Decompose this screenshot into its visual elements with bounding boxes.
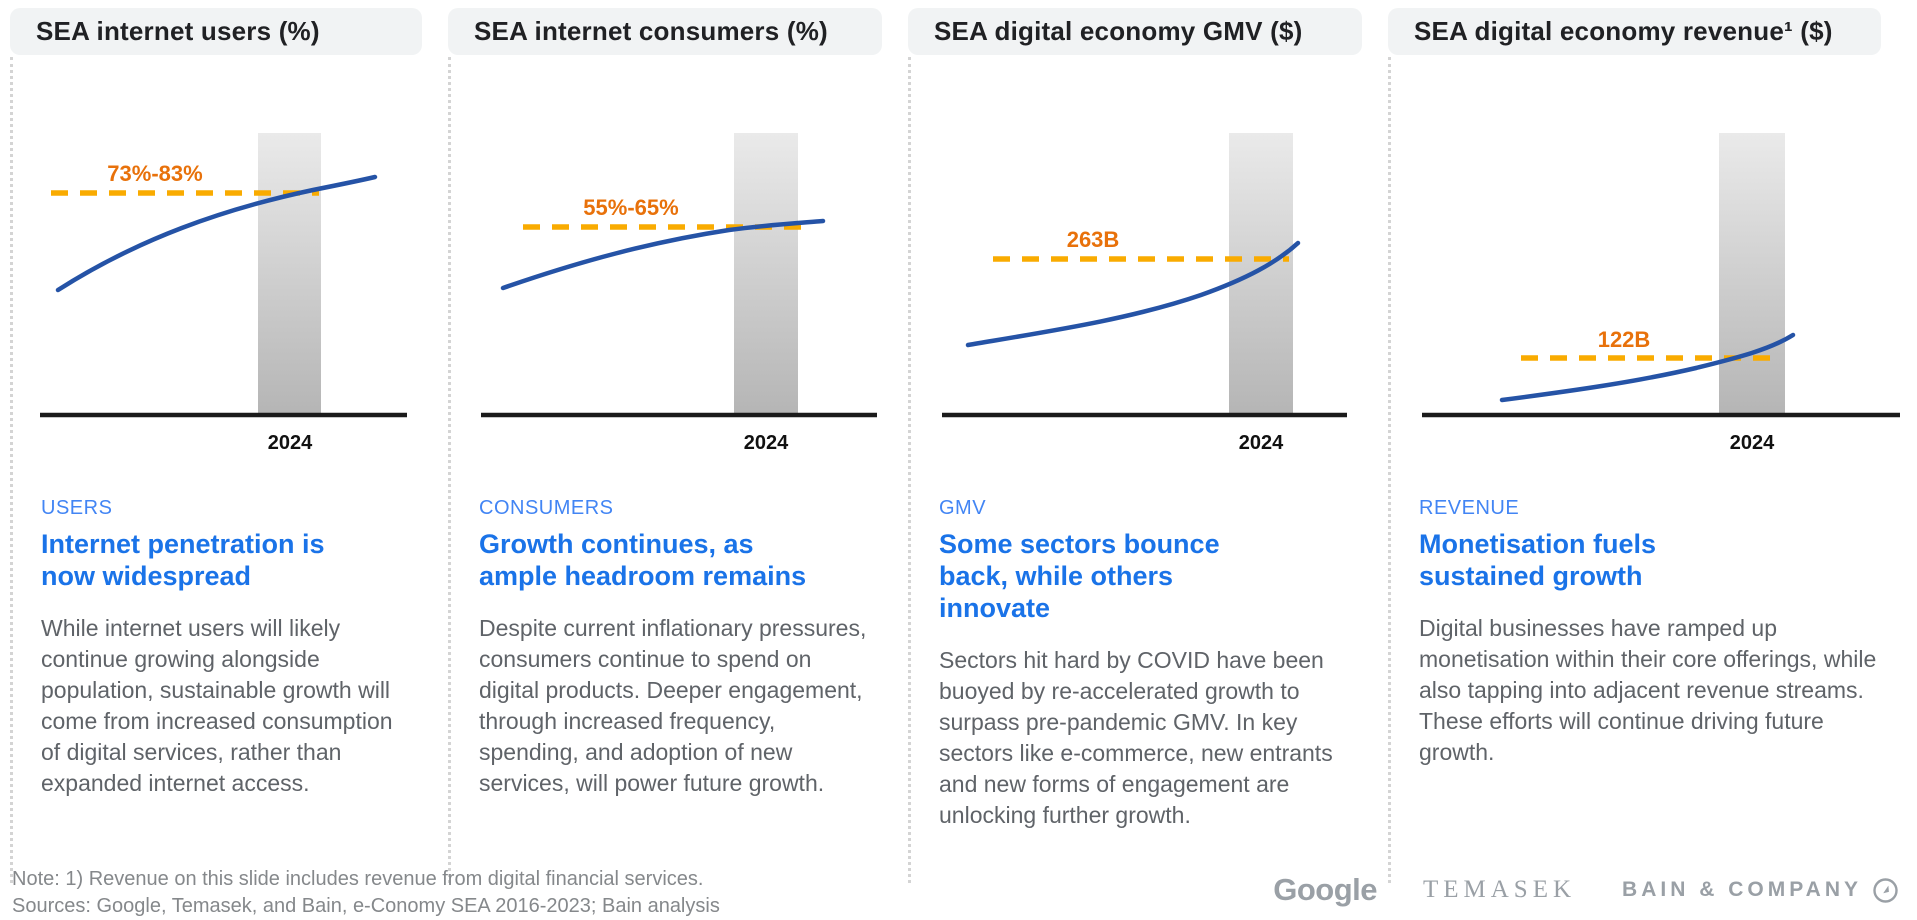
x-axis-year-label: 2024 (1239, 432, 1284, 454)
x-axis-year-label: 2024 (744, 432, 789, 454)
trend-chart-gmv: 263B 2024 (942, 133, 1347, 454)
year-highlight-bar (1229, 133, 1293, 415)
bain-compass-icon (1873, 877, 1898, 903)
trend-curve (500, 218, 826, 291)
x-axis-year-label: 2024 (1730, 432, 1775, 454)
panel-headline: Some sectors bounce back, while others i… (939, 529, 1220, 623)
panel-headline: Internet penetration is now widespread (41, 529, 325, 591)
panel-body-text: Despite current inflationary pressures, … (479, 615, 867, 796)
panel-title-users: SEA internet users (%) (10, 8, 422, 55)
panel-body-text: Sectors hit hard by COVID have been buoy… (939, 647, 1333, 828)
panel-body-text: Digital businesses have ramped up moneti… (1419, 615, 1877, 765)
google-logo: Google (1273, 872, 1377, 907)
trend-curve (1499, 332, 1796, 403)
panel-title-revenue: SEA digital economy revenue¹ ($) (1388, 8, 1881, 55)
eyebrow-label: REVENUE (1419, 497, 1520, 519)
panel-revenue: SEA digital economy revenue¹ ($) 122B 202… (1388, 8, 1907, 883)
target-annotation: 122B (1598, 327, 1651, 352)
target-annotation: 73%-83% (107, 161, 202, 186)
year-highlight-bar (734, 133, 798, 415)
eyebrow-label: CONSUMERS (479, 497, 614, 519)
panel-title-gmv: SEA digital economy GMV ($) (908, 8, 1362, 55)
eyebrow-label: USERS (41, 497, 113, 519)
x-axis-year-label: 2024 (268, 432, 313, 454)
trend-chart-consumers: 55%-65% 2024 (481, 133, 877, 454)
panel-headline: Growth continues, as ample headroom rema… (479, 529, 807, 591)
panel-grid: SEA internet users (%) 73%-83% 2024 USERS… (10, 8, 1917, 883)
year-highlight-bar (258, 133, 321, 415)
panel-title-text: SEA internet consumers (%) (474, 16, 828, 46)
footnote-note: Note: 1) Revenue on this slide includes … (12, 868, 704, 890)
trend-curve (965, 240, 1301, 348)
panel-body-users: 73%-83% 2024 USERS Internet penetration i… (10, 57, 448, 883)
panel-title-text: SEA digital economy revenue¹ ($) (1414, 16, 1833, 46)
eyebrow-label: GMV (939, 497, 987, 519)
panel-body-revenue: 122B 2024 REVENUE Monetisation fuels sust… (1388, 57, 1907, 883)
panel-title-text: SEA digital economy GMV ($) (934, 16, 1303, 46)
panel-users: SEA internet users (%) 73%-83% 2024 USERS… (10, 8, 448, 883)
target-annotation: 55%-65% (583, 195, 678, 220)
panel-title-consumers: SEA internet consumers (%) (448, 8, 882, 55)
panel-body-gmv: 263B 2024 GMV Some sectors bounce back, w… (908, 57, 1388, 883)
panel-headline: Monetisation fuels sustained growth (1419, 529, 1657, 591)
trend-chart-revenue: 122B 2024 (1422, 133, 1900, 454)
year-highlight-bar (1719, 133, 1785, 415)
bain-logo-text: BAIN & COMPANY (1622, 878, 1862, 901)
panel-gmv: SEA digital economy GMV ($) 263B 2024 GMV… (908, 8, 1388, 883)
footnotes: Note: 1) Revenue on this slide includes … (12, 866, 720, 920)
panel-title-text: SEA internet users (%) (36, 16, 320, 46)
panel-consumers: SEA internet consumers (%) 55%-65% 2024 C… (448, 8, 908, 883)
trend-chart-users: 73%-83% 2024 (40, 133, 407, 454)
footnote-sources: Sources: Google, Temasek, and Bain, e-Co… (12, 895, 720, 917)
panel-body-consumers: 55%-65% 2024 CONSUMERS Growth continues, … (448, 57, 908, 883)
target-annotation: 263B (1067, 227, 1120, 252)
temasek-logo: TEMASEK (1422, 876, 1577, 903)
panel-body-text: While internet users will likely continu… (41, 615, 393, 796)
trend-curve (55, 174, 378, 293)
bain-logo: BAIN & COMPANY (1622, 877, 1899, 904)
brand-logos: Google TEMASEK BAIN & COMPANY (1273, 872, 1899, 908)
